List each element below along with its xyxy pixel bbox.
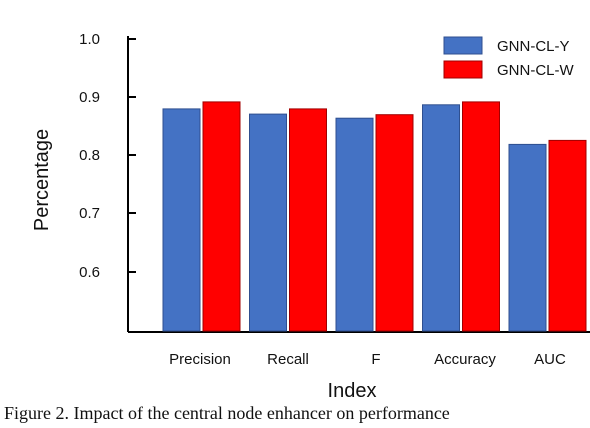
bar-gnn-cl-w-f xyxy=(375,114,414,332)
bar-gnn-cl-y-f xyxy=(335,117,374,332)
bar-gnn-cl-y-precision xyxy=(162,108,201,332)
legend: GNN-CL-Y GNN-CL-W xyxy=(443,36,574,79)
bars-group xyxy=(162,101,587,332)
x-tick-label-auc: AUC xyxy=(534,351,566,368)
x-axis-title: Index xyxy=(328,380,377,402)
y-tick-label: 0.8 xyxy=(79,147,100,164)
y-axis-title: Percentage xyxy=(31,129,53,231)
bar-gnn-cl-y-accuracy xyxy=(422,104,460,332)
bar-gnn-cl-w-recall xyxy=(289,108,327,332)
bar-gnn-cl-w-precision xyxy=(202,101,241,332)
x-tick-label-precision: Precision xyxy=(169,351,231,368)
legend-label-gnn-cl-w: GNN-CL-W xyxy=(497,62,574,79)
legend-swatch-gnn-cl-y xyxy=(443,36,483,55)
bar-gnn-cl-y-auc xyxy=(508,143,547,332)
figure-caption: Figure 2. Impact of the central node enh… xyxy=(4,403,450,423)
bar-gnn-cl-w-accuracy xyxy=(462,101,500,332)
y-tick-label: 0.7 xyxy=(79,205,100,222)
legend-label-gnn-cl-y: GNN-CL-Y xyxy=(497,38,570,55)
y-tick-label: 1.0 xyxy=(79,31,100,48)
y-tick-label: 0.6 xyxy=(79,264,100,281)
x-tick-label-f: F xyxy=(371,351,380,368)
y-tick-label: 0.9 xyxy=(79,89,100,106)
bar-gnn-cl-y-recall xyxy=(249,113,287,332)
y-ticks: 1.0 0.9 0.8 0.7 0.6 xyxy=(79,31,136,281)
x-tick-labels: Precision Recall F Accuracy AUC xyxy=(169,351,566,368)
x-tick-label-accuracy: Accuracy xyxy=(434,351,496,368)
x-tick-label-recall: Recall xyxy=(267,351,309,368)
bar-gnn-cl-w-auc xyxy=(548,139,587,332)
legend-swatch-gnn-cl-w xyxy=(443,60,483,79)
